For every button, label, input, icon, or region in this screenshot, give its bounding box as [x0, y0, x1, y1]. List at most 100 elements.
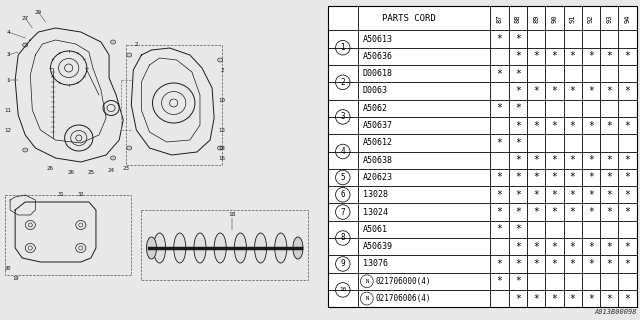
- Text: 94: 94: [625, 14, 630, 23]
- Text: 11: 11: [4, 108, 12, 113]
- Text: 92: 92: [588, 14, 594, 23]
- Text: *: *: [606, 86, 612, 96]
- Text: 2: 2: [134, 43, 138, 47]
- Text: *: *: [515, 121, 520, 131]
- Ellipse shape: [111, 40, 116, 44]
- Ellipse shape: [234, 233, 246, 263]
- Text: *: *: [606, 172, 612, 182]
- Text: 23: 23: [123, 165, 130, 171]
- Text: *: *: [570, 207, 575, 217]
- Text: *: *: [588, 86, 594, 96]
- Text: 2: 2: [220, 68, 224, 73]
- Text: *: *: [625, 121, 630, 131]
- Text: 26: 26: [67, 170, 74, 174]
- Bar: [141, 210, 308, 280]
- Text: *: *: [515, 172, 520, 182]
- Text: 7: 7: [340, 208, 345, 217]
- Text: 87: 87: [497, 14, 502, 23]
- Text: *: *: [497, 34, 502, 44]
- Text: 13028: 13028: [363, 190, 388, 199]
- Text: *: *: [570, 293, 575, 304]
- Text: A50637: A50637: [363, 121, 393, 130]
- Text: *: *: [625, 86, 630, 96]
- Text: *: *: [625, 172, 630, 182]
- Ellipse shape: [23, 43, 28, 47]
- Text: *: *: [625, 207, 630, 217]
- Text: 24: 24: [108, 167, 115, 172]
- Text: *: *: [570, 155, 575, 165]
- Text: N: N: [365, 296, 369, 301]
- Text: 27: 27: [22, 15, 29, 20]
- Text: 021706006(4): 021706006(4): [376, 294, 431, 303]
- Text: *: *: [606, 242, 612, 252]
- Text: *: *: [497, 224, 502, 234]
- Text: *: *: [515, 224, 520, 234]
- Text: A50639: A50639: [363, 242, 393, 251]
- Text: 13024: 13024: [363, 208, 388, 217]
- Ellipse shape: [214, 233, 227, 263]
- Text: 93: 93: [606, 14, 612, 23]
- Text: A013B00098: A013B00098: [595, 309, 637, 315]
- Text: *: *: [625, 259, 630, 269]
- Text: 6: 6: [340, 190, 345, 199]
- Text: 2: 2: [340, 78, 345, 87]
- Text: A20623: A20623: [363, 173, 393, 182]
- Text: *: *: [533, 259, 539, 269]
- Bar: [126, 45, 222, 165]
- Bar: [5, 195, 131, 275]
- Text: *: *: [533, 51, 539, 61]
- Text: *: *: [533, 86, 539, 96]
- Text: *: *: [515, 259, 520, 269]
- Text: 1: 1: [6, 77, 10, 83]
- Text: *: *: [625, 293, 630, 304]
- Text: 14: 14: [219, 146, 226, 150]
- Text: *: *: [515, 242, 520, 252]
- Text: *: *: [533, 190, 539, 200]
- Text: *: *: [570, 172, 575, 182]
- Text: *: *: [588, 242, 594, 252]
- Text: *: *: [497, 259, 502, 269]
- Text: D00618: D00618: [363, 69, 393, 78]
- Text: *: *: [533, 207, 539, 217]
- Text: *: *: [570, 86, 575, 96]
- Text: *: *: [552, 207, 557, 217]
- Text: *: *: [588, 190, 594, 200]
- Text: *: *: [552, 155, 557, 165]
- Text: 29: 29: [35, 10, 42, 14]
- Text: *: *: [588, 155, 594, 165]
- Text: 9: 9: [340, 260, 345, 268]
- Text: 10: 10: [339, 287, 346, 292]
- Text: *: *: [588, 172, 594, 182]
- Text: 4: 4: [6, 29, 10, 35]
- Text: *: *: [570, 259, 575, 269]
- Text: *: *: [625, 242, 630, 252]
- Ellipse shape: [218, 146, 223, 150]
- Text: *: *: [552, 259, 557, 269]
- Text: *: *: [497, 207, 502, 217]
- Text: *: *: [552, 86, 557, 96]
- Text: *: *: [497, 276, 502, 286]
- Ellipse shape: [255, 233, 267, 263]
- Text: *: *: [588, 121, 594, 131]
- Text: *: *: [497, 190, 502, 200]
- Text: 10: 10: [219, 98, 226, 102]
- Text: 31: 31: [58, 193, 64, 197]
- Text: *: *: [497, 69, 502, 79]
- Ellipse shape: [127, 146, 132, 150]
- Text: 26: 26: [47, 165, 54, 171]
- Text: *: *: [533, 242, 539, 252]
- Text: 12: 12: [4, 127, 12, 132]
- Text: *: *: [570, 51, 575, 61]
- Text: *: *: [625, 51, 630, 61]
- Text: *: *: [570, 190, 575, 200]
- Text: 3: 3: [340, 112, 345, 121]
- Text: 13: 13: [219, 127, 226, 132]
- Text: *: *: [606, 293, 612, 304]
- Text: *: *: [552, 293, 557, 304]
- Text: *: *: [625, 155, 630, 165]
- Text: PARTS CORD: PARTS CORD: [382, 14, 436, 23]
- Text: 021706000(4): 021706000(4): [376, 277, 431, 286]
- Text: 25: 25: [88, 170, 95, 174]
- Ellipse shape: [23, 148, 28, 152]
- Text: 3: 3: [6, 52, 10, 58]
